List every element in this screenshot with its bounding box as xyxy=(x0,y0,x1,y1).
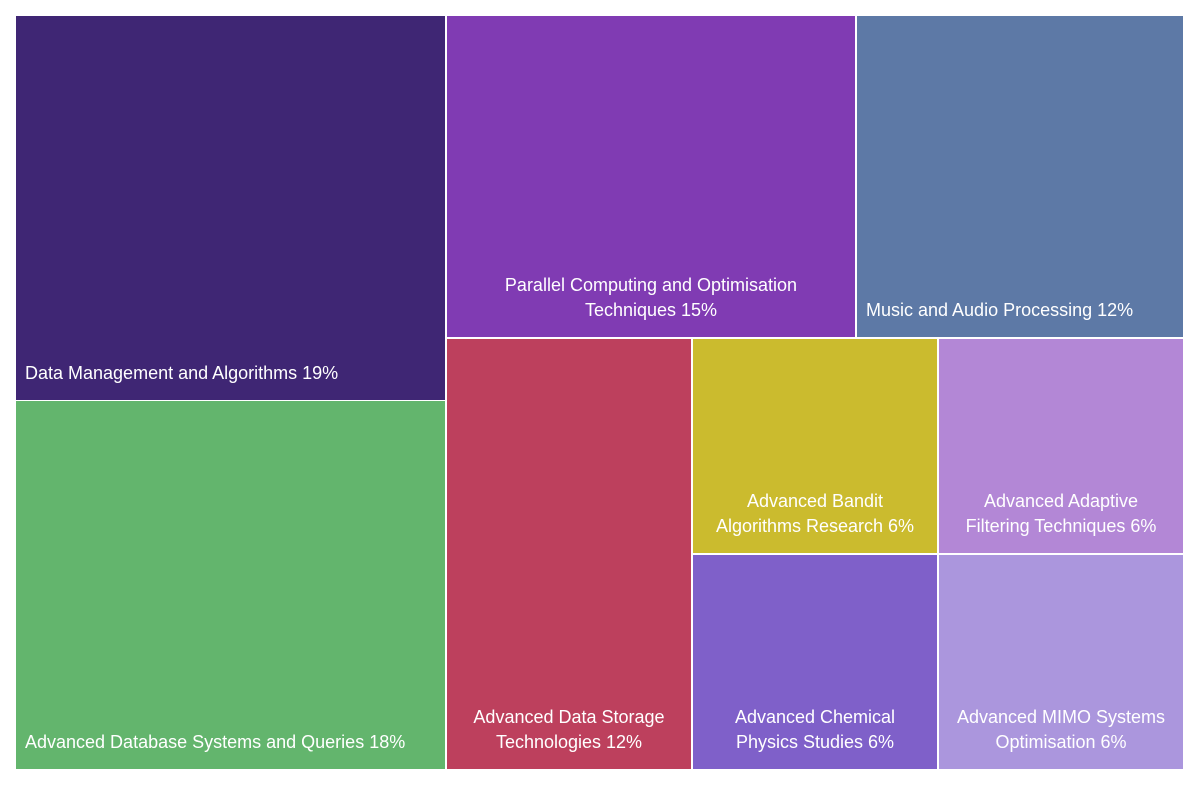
treemap-label-chemical-physics: Advanced Chemical Physics Studies 6% xyxy=(735,707,895,752)
treemap-label-advanced-database: Advanced Database Systems and Queries 18… xyxy=(25,732,405,752)
tiles-layer xyxy=(16,16,1183,769)
labels-layer: Data Management and Algorithms 19% Advanc… xyxy=(25,275,1165,752)
treemap-label-parallel-computing: Parallel Computing and Optimisation Techn… xyxy=(505,275,797,320)
treemap-label-music-audio: Music and Audio Processing 12% xyxy=(866,300,1133,320)
treemap-tile-mimo[interactable] xyxy=(939,555,1183,769)
treemap-tile-parallel-computing[interactable] xyxy=(447,16,855,337)
treemap-tile-bandit[interactable] xyxy=(693,339,937,553)
treemap-label-bandit: Advanced Bandit Algorithms Research 6% xyxy=(716,491,914,536)
treemap-label-adaptive-filtering: Advanced Adaptive Filtering Techniques 6% xyxy=(966,491,1157,536)
treemap-label-data-storage: Advanced Data Storage Technologies 12% xyxy=(473,707,664,752)
treemap-tile-adaptive-filtering[interactable] xyxy=(939,339,1183,553)
treemap-tile-music-audio[interactable] xyxy=(857,16,1183,337)
treemap-tile-advanced-database[interactable] xyxy=(16,401,445,769)
treemap-tile-chemical-physics[interactable] xyxy=(693,555,937,769)
treemap-label-mimo: Advanced MIMO Systems Optimisation 6% xyxy=(957,707,1165,752)
treemap-label-data-management: Data Management and Algorithms 19% xyxy=(25,363,338,383)
treemap-tile-data-management[interactable] xyxy=(16,16,445,400)
treemap-tile-data-storage[interactable] xyxy=(447,339,691,769)
